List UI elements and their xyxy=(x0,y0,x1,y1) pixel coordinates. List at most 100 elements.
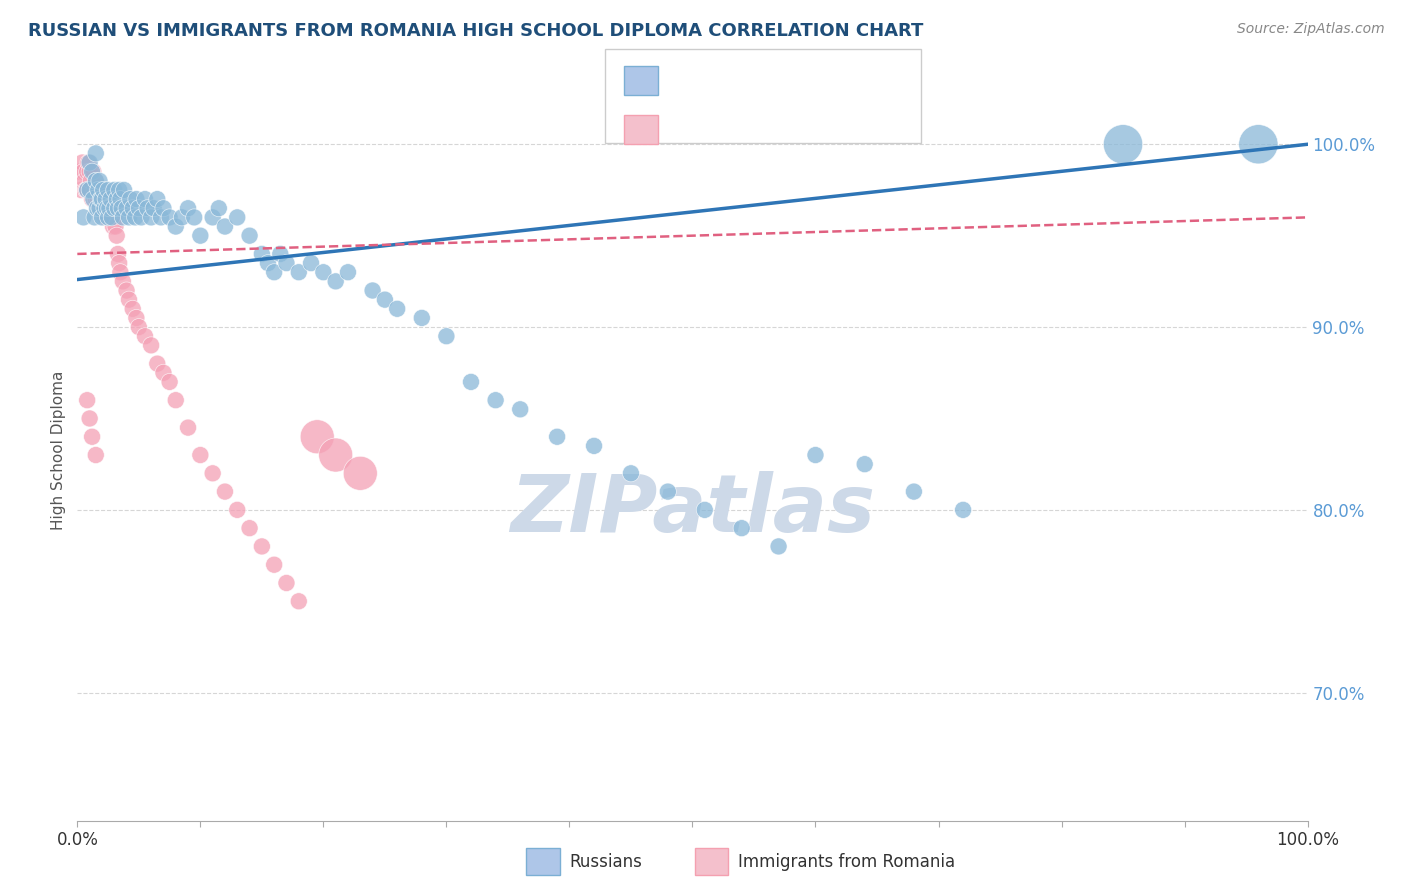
Point xyxy=(159,211,181,225)
Point xyxy=(361,284,384,298)
Point xyxy=(436,329,458,343)
Point xyxy=(250,540,273,554)
Point xyxy=(86,201,108,215)
Point xyxy=(693,503,716,517)
Point xyxy=(89,183,111,197)
Point xyxy=(188,228,212,243)
Point xyxy=(115,284,138,298)
Point xyxy=(91,192,114,206)
Point xyxy=(170,211,193,225)
Point xyxy=(79,164,101,178)
Point xyxy=(239,228,262,243)
Point xyxy=(546,430,568,444)
Point xyxy=(84,146,107,161)
Point xyxy=(89,201,111,215)
Point xyxy=(152,201,174,215)
Point xyxy=(952,503,974,517)
Point xyxy=(768,540,790,554)
Point xyxy=(111,211,134,225)
Point xyxy=(1112,137,1135,152)
Point xyxy=(91,183,114,197)
Point xyxy=(165,393,187,408)
Point xyxy=(307,430,329,444)
Text: R =  0.046   N = 69: R = 0.046 N = 69 xyxy=(668,120,844,138)
Point xyxy=(276,256,298,270)
Point xyxy=(70,183,93,197)
Point xyxy=(152,366,174,380)
Point xyxy=(82,192,104,206)
Point xyxy=(276,576,298,591)
Point xyxy=(177,420,200,434)
Point xyxy=(105,228,128,243)
Point xyxy=(118,211,141,225)
Point xyxy=(100,201,122,215)
Point xyxy=(80,174,103,188)
Point xyxy=(620,467,643,481)
Point xyxy=(903,484,925,499)
Point xyxy=(110,192,132,206)
Point xyxy=(90,192,114,206)
Point xyxy=(103,211,125,225)
Point xyxy=(90,192,112,206)
Point xyxy=(97,211,120,225)
Point xyxy=(150,211,173,225)
Point xyxy=(82,192,104,206)
Point xyxy=(374,293,396,307)
Point xyxy=(98,201,121,215)
Point xyxy=(107,247,129,261)
Point xyxy=(146,192,169,206)
Point xyxy=(72,211,94,225)
Text: Source: ZipAtlas.com: Source: ZipAtlas.com xyxy=(1237,22,1385,37)
Point xyxy=(76,164,98,178)
Point xyxy=(79,183,101,197)
Point xyxy=(288,265,311,279)
Point xyxy=(104,219,127,234)
Point xyxy=(124,211,146,225)
Point xyxy=(411,310,433,325)
Point xyxy=(146,357,169,371)
Point xyxy=(257,256,280,270)
Point xyxy=(76,393,98,408)
Point xyxy=(89,174,111,188)
Point xyxy=(141,338,163,352)
Point xyxy=(82,164,104,178)
Point xyxy=(83,211,105,225)
Point xyxy=(84,448,107,462)
Point xyxy=(75,183,97,197)
Point xyxy=(460,375,482,389)
Y-axis label: High School Diploma: High School Diploma xyxy=(51,371,66,530)
Point xyxy=(79,411,101,425)
Point xyxy=(82,164,104,178)
Text: ZIPatlas: ZIPatlas xyxy=(510,471,875,549)
Point xyxy=(134,329,156,343)
Point xyxy=(804,448,827,462)
Point xyxy=(101,211,124,225)
Point xyxy=(214,484,236,499)
Point xyxy=(108,183,131,197)
Point xyxy=(165,219,187,234)
Point xyxy=(79,183,101,197)
Point xyxy=(90,201,114,215)
Point xyxy=(201,467,224,481)
Point xyxy=(288,594,311,608)
Point xyxy=(101,211,124,225)
Point xyxy=(115,201,138,215)
Point xyxy=(201,211,224,225)
Point xyxy=(101,219,124,234)
Point xyxy=(76,183,98,197)
Point xyxy=(120,192,142,206)
Point xyxy=(136,201,159,215)
Point xyxy=(87,192,110,206)
Point xyxy=(105,192,128,206)
Point xyxy=(103,183,125,197)
Point xyxy=(84,174,107,188)
Point xyxy=(385,301,409,316)
Point xyxy=(188,448,212,462)
Text: RUSSIAN VS IMMIGRANTS FROM ROMANIA HIGH SCHOOL DIPLOMA CORRELATION CHART: RUSSIAN VS IMMIGRANTS FROM ROMANIA HIGH … xyxy=(28,22,924,40)
Point xyxy=(90,211,114,225)
Point xyxy=(100,192,122,206)
Point xyxy=(97,183,120,197)
Point xyxy=(82,430,104,444)
Point xyxy=(77,155,100,169)
Point xyxy=(103,201,125,215)
